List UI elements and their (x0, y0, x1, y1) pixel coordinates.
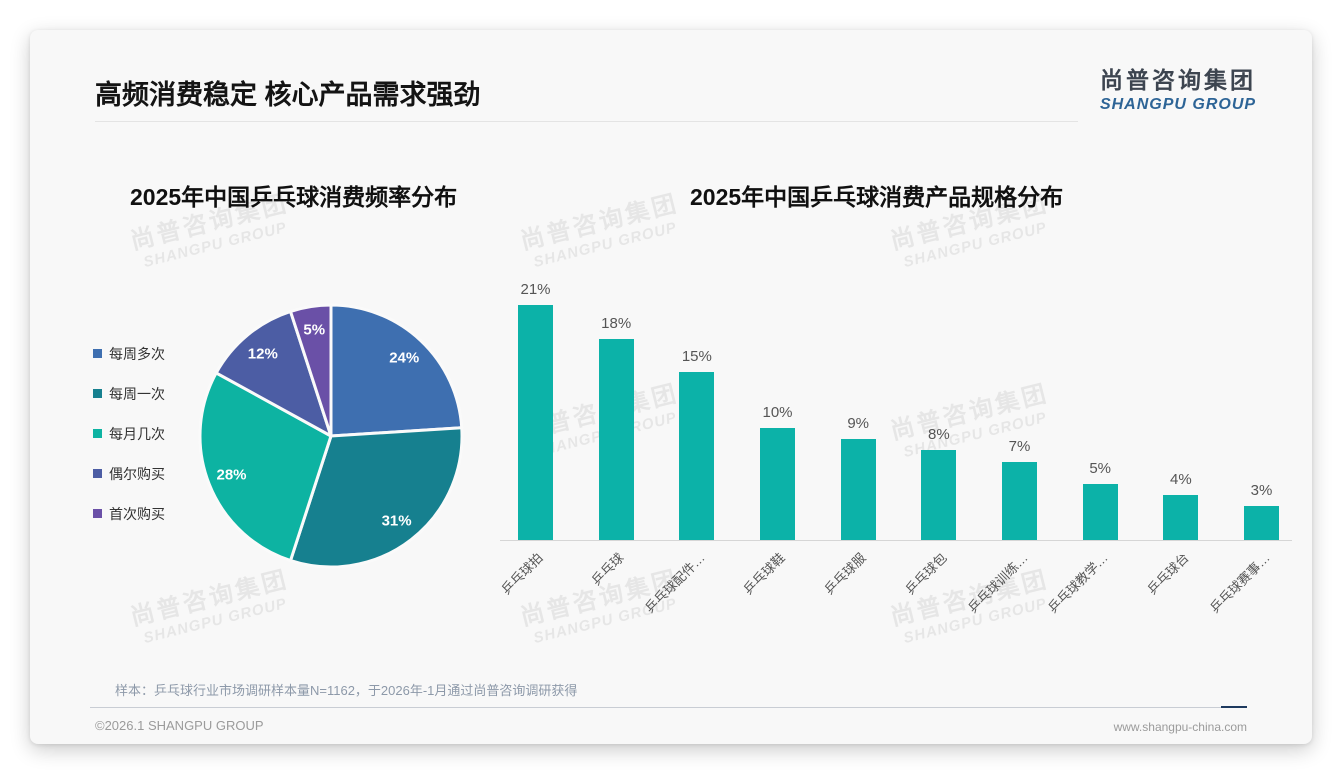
bar-乒乓球配件… (679, 372, 715, 540)
page-title: 高频消费稳定 核心产品需求强劲 (95, 80, 481, 110)
company-logo: 尚普咨询集团 SHANGPU GROUP (1083, 61, 1273, 114)
legend-label: 偶尔购买 (109, 466, 165, 482)
legend-item-每周一次: 每周一次 (93, 384, 165, 404)
bar-chart: 21% 乒乓球拍 18% 乒乓球 15% 乒乓球配件… 10% 乒乓球鞋 9% 乒乓球服 8% 乒乓球… (498, 250, 1292, 616)
bar-乒乓球赛事… (1244, 506, 1280, 540)
bar-category-text: 乒乓球鞋 (740, 550, 789, 598)
bar-category-text: 乒乓球训练… (964, 550, 1031, 616)
bar-乒乓球鞋 (760, 428, 795, 540)
legend-item-每月几次: 每月几次 (93, 424, 165, 444)
bar-category-text: 乒乓球 (588, 550, 627, 589)
bar-乒乓球服 (840, 439, 876, 540)
bar-category-text: 乒乓球赛事… (1206, 550, 1273, 616)
bar-乒乓球 (598, 338, 634, 540)
bar-value-label: 21% (520, 281, 551, 298)
legend-marker (93, 389, 102, 398)
pie-slice-value: 12% (247, 345, 278, 363)
title-divider (95, 121, 1078, 122)
bar-乒乓球包 (921, 450, 957, 540)
website-url: www.shangpu-china.com (1113, 720, 1247, 734)
bar-category-text: 乒乓球拍 (498, 550, 547, 598)
legend-marker (93, 509, 102, 518)
bar-category-text: 乒乓球台 (1144, 550, 1192, 598)
bar-value-label: 10% (762, 404, 793, 422)
legend-marker (93, 429, 102, 438)
legend-item-每周多次: 每周多次 (93, 344, 165, 364)
copyright-text: ©2026.1 SHANGPU GROUP (95, 718, 264, 733)
bar-value-label: 9% (847, 415, 870, 433)
pie-chart: 24% 31% 28% 12% 5% (191, 296, 471, 576)
legend-item-偶尔购买: 偶尔购买 (93, 464, 165, 484)
bar-value-label: 8% (928, 426, 950, 444)
legend-item-首次购买: 首次购买 (93, 504, 165, 524)
sample-footnote: 样本：乒乓球行业市场调研样本量N=1162，于2026年-1月通过尚普咨询调研获… (115, 683, 578, 698)
bar-乒乓球教学… (1082, 484, 1118, 540)
pie-chart-title: 2025年中国乒乓球消费频率分布 (130, 184, 458, 210)
pie-slice-首次购买 (289, 303, 333, 438)
pie-svg (198, 303, 464, 569)
pie-slice-value: 24% (389, 349, 420, 367)
legend-marker (93, 349, 102, 358)
legend-label: 每周一次 (109, 386, 165, 402)
bar-乒乓球训练… (1002, 461, 1038, 540)
pie-slice-每周一次 (289, 426, 464, 569)
bar-category-text: 乒乓球服 (821, 550, 869, 598)
legend-label: 首次购买 (109, 506, 165, 522)
bar-category-text: 乒乓球教学… (1045, 550, 1111, 616)
bar-乒乓球台 (1163, 495, 1199, 540)
legend-label: 每周多次 (109, 346, 165, 362)
bar-value-label: 18% (601, 314, 632, 332)
x-axis-line (500, 540, 1292, 541)
pie-slice-value: 5% (303, 321, 326, 339)
pie-slice-每月几次 (198, 371, 333, 563)
pie-slice-偶尔购买 (214, 309, 333, 438)
legend-label: 每月几次 (109, 426, 165, 442)
bar-value-label: 4% (1170, 471, 1192, 489)
bar-value-label: 5% (1089, 460, 1112, 478)
bar-value-label: 7% (1008, 437, 1031, 455)
pie-slice-value: 31% (381, 512, 412, 530)
bar-乒乓球拍 (518, 305, 553, 540)
footer-divider-accent (1221, 706, 1247, 708)
bar-category-text: 乒乓球配件… (641, 550, 708, 616)
pie-slice-value: 28% (216, 466, 247, 484)
logo-text-en: SHANGPU GROUP (1099, 96, 1257, 113)
legend-marker (93, 469, 102, 478)
bar-value-label: 3% (1250, 482, 1273, 500)
footer-divider (90, 707, 1247, 708)
bar-chart-title: 2025年中国乒乓球消费产品规格分布 (690, 184, 1064, 210)
bar-value-label: 15% (681, 348, 712, 366)
slide-card: 尚普咨询集团 SHANGPU GROUP 尚普咨询集团 SHANGPU GROUP 尚普… (30, 30, 1312, 744)
bar-category-text: 乒乓球包 (902, 550, 950, 598)
pie-legend: 每周多次每周一次每月几次偶尔购买首次购买 (93, 344, 165, 544)
logo-text-cn: 尚普咨询集团 (1100, 67, 1256, 93)
pie-slice-每周多次 (329, 303, 464, 438)
